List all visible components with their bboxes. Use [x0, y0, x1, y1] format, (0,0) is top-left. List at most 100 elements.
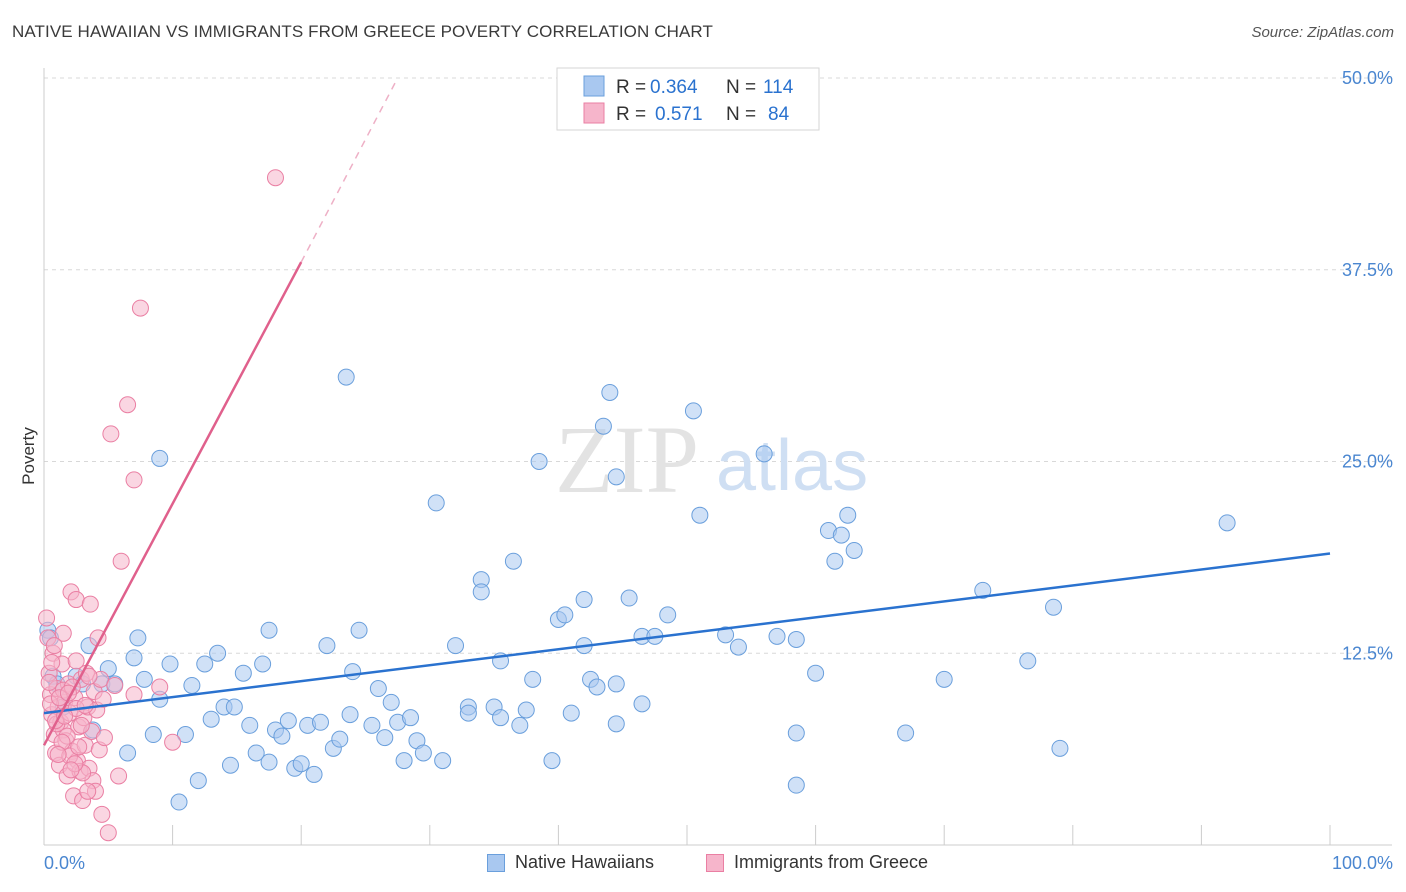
trend-line-greece-extension	[300, 77, 399, 263]
point-native-hawaiians-101	[787, 776, 805, 794]
point-native-hawaiians-74	[530, 453, 548, 470]
point-native-hawaiians-30	[234, 664, 252, 682]
point-native-hawaiians-38	[279, 712, 297, 730]
x-tick-label-0: 0.0%	[44, 853, 85, 873]
legend-swatch-native-hawaiians	[487, 853, 505, 872]
point-native-hawaiians-49	[344, 663, 362, 681]
point-native-hawaiians-34	[260, 753, 278, 771]
legend-swatch-immigrants-from-greece	[706, 853, 724, 872]
point-greece-48	[99, 824, 117, 842]
watermark: ZIP atlas	[555, 406, 868, 513]
grid-lines	[44, 77, 1392, 654]
point-native-hawaiians-108	[897, 724, 915, 742]
point-greece-72	[76, 696, 94, 714]
point-greece-46	[94, 690, 112, 708]
point-native-hawaiians-84	[601, 383, 619, 401]
point-native-hawaiians-102	[807, 664, 825, 682]
point-native-hawaiians-25	[202, 710, 220, 728]
point-native-hawaiians-85	[607, 715, 625, 733]
point-native-hawaiians-71	[511, 716, 529, 734]
point-greece-0	[38, 609, 56, 627]
point-native-hawaiians-32	[247, 744, 265, 762]
legend-n-value-2: 84	[768, 104, 790, 125]
point-native-hawaiians-93	[684, 402, 702, 420]
point-native-hawaiians-61	[434, 752, 452, 770]
point-native-hawaiians-105	[832, 526, 850, 544]
point-native-hawaiians-99	[787, 630, 805, 648]
point-greece-79	[79, 782, 97, 800]
point-native-hawaiians-35	[260, 621, 278, 639]
point-native-hawaiians-13	[125, 649, 143, 667]
legend-item-immigrants-from-greece[interactable]: Immigrants from Greece	[706, 852, 928, 873]
bottom-legend: Native Hawaiians Immigrants from Greece	[0, 852, 1406, 878]
point-native-hawaiians-16	[144, 726, 162, 744]
point-native-hawaiians-64	[459, 704, 477, 722]
point-native-hawaiians-14	[129, 629, 147, 647]
point-native-hawaiians-50	[350, 621, 368, 639]
point-native-hawaiians-24	[196, 655, 214, 673]
point-greece-81	[49, 745, 67, 763]
point-native-hawaiians-57	[402, 709, 420, 727]
y-tick-label-3: 50.0%	[1342, 68, 1393, 88]
point-native-hawaiians-109	[935, 670, 953, 688]
point-native-hawaiians-94	[691, 506, 709, 524]
point-native-hawaiians-96	[729, 638, 747, 656]
chart-title: NATIVE HAWAIIAN VS IMMIGRANTS FROM GREEC…	[12, 22, 713, 41]
point-native-hawaiians-88	[620, 589, 638, 607]
point-greece-71	[70, 738, 88, 756]
point-native-hawaiians-56	[395, 752, 413, 770]
legend-label-native-hawaiians: Native Hawaiians	[515, 852, 655, 872]
point-native-hawaiians-22	[183, 676, 201, 694]
point-native-hawaiians-21	[176, 726, 194, 744]
point-greece-36	[81, 595, 99, 613]
series-immigrants-from-greece	[38, 169, 284, 842]
point-native-hawaiians-33	[254, 655, 272, 673]
point-native-hawaiians-98	[768, 627, 786, 645]
point-native-hawaiians-54	[382, 693, 400, 711]
point-native-hawaiians-97	[755, 445, 773, 463]
point-native-hawaiians-107	[845, 541, 863, 559]
point-native-hawaiians-100	[787, 724, 805, 742]
point-greece-14	[54, 624, 72, 642]
point-native-hawaiians-78	[562, 704, 580, 722]
point-native-hawaiians-73	[524, 670, 542, 688]
point-native-hawaiians-51	[363, 716, 381, 734]
point-native-hawaiians-82	[588, 678, 606, 696]
legend-swatch-pink	[583, 102, 605, 124]
x-tick-label-1: 100.0%	[1332, 853, 1393, 873]
point-native-hawaiians-112	[1045, 598, 1063, 616]
point-native-hawaiians-46	[331, 730, 349, 748]
point-native-hawaiians-29	[225, 698, 243, 716]
legend-label-immigrants-from-greece: Immigrants from Greece	[734, 852, 929, 872]
point-native-hawaiians-47	[337, 368, 355, 386]
point-native-hawaiians-62	[447, 637, 465, 655]
point-greece-50	[110, 767, 128, 785]
point-greece-51	[102, 425, 120, 443]
trend-line-greece	[42, 261, 303, 746]
legend-swatch-blue	[583, 75, 605, 97]
point-native-hawaiians-92	[659, 606, 677, 624]
source-label: Source: ZipAtlas.com	[1251, 24, 1394, 41]
point-native-hawaiians-28	[221, 756, 239, 774]
point-greece-57	[151, 678, 169, 696]
legend-r-value-2: 0.571	[655, 104, 703, 125]
point-native-hawaiians-42	[305, 765, 323, 783]
point-greece-47	[95, 729, 113, 747]
point-native-hawaiians-104	[826, 552, 844, 570]
point-native-hawaiians-20	[170, 793, 188, 811]
point-greece-80	[43, 653, 61, 671]
legend-item-native-hawaiians[interactable]: Native Hawaiians	[487, 852, 654, 873]
y-tick-label-0: 12.5%	[1342, 643, 1393, 663]
point-native-hawaiians-12	[119, 744, 137, 762]
watermark-zip: ZIP	[555, 406, 699, 513]
point-greece-25	[67, 591, 85, 609]
point-greece-67	[45, 637, 63, 655]
trend-lines	[42, 77, 1331, 746]
point-native-hawaiians-114	[1218, 514, 1236, 532]
point-native-hawaiians-90	[633, 695, 651, 713]
y-tick-label-1: 25.0%	[1342, 452, 1393, 472]
point-greece-45	[93, 805, 111, 823]
point-native-hawaiians-31	[241, 716, 259, 734]
y-tick-label-2: 37.5%	[1342, 260, 1393, 280]
